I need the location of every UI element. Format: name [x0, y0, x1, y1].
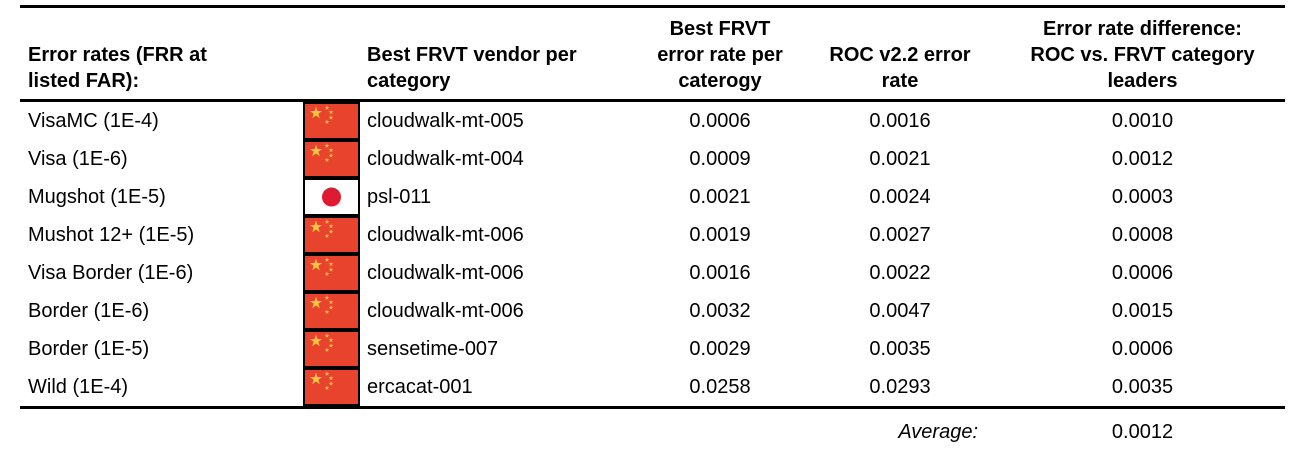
header-diff: Error rate difference: ROC vs. FRVT cate…	[1000, 16, 1285, 94]
header-line: Error rate difference:	[1043, 18, 1242, 40]
vendor-cell: cloudwalk-mt-004	[367, 147, 524, 170]
roc-rate-cell: 0.0293	[869, 375, 931, 398]
header-line: Error rates (FRR at	[28, 44, 207, 66]
vendor-cell: cloudwalk-mt-006	[367, 299, 524, 322]
china-flag-icon	[305, 370, 358, 404]
vendor-cell: ercacat-001	[367, 375, 473, 398]
frvt-rate-cell: 0.0258	[689, 375, 751, 398]
category-cell: Wild (1E-4)	[28, 375, 129, 398]
frvt-rate-cell: 0.0032	[689, 299, 751, 322]
header-roc-rate: ROC v2.2 error rate	[800, 42, 1000, 94]
flag-cell	[303, 254, 360, 292]
table-row: VisaMC (1E-4) cloudwalk-mt-005 0.0006 0.…	[20, 102, 1285, 140]
diff-cell: 0.0003	[1111, 185, 1174, 208]
table-row: Border (1E-5) sensetime-007 0.0029 0.003…	[20, 330, 1285, 368]
roc-rate-cell: 0.0022	[869, 261, 931, 284]
china-flag-icon	[305, 294, 358, 328]
diff-cell: 0.0035	[1111, 375, 1174, 398]
category-cell: Visa Border (1E-6)	[28, 261, 194, 284]
flag-cell	[303, 140, 360, 178]
header-line: ROC v2.2 error	[829, 44, 971, 66]
frvt-rate-cell: 0.0021	[689, 185, 751, 208]
frvt-rate-cell: 0.0016	[689, 261, 751, 284]
table-row: Visa Border (1E-6) cloudwalk-mt-006 0.00…	[20, 254, 1285, 292]
average-label: Average:	[898, 420, 978, 443]
error-rate-table: Error rates (FRR at listed FAR): Best FR…	[20, 5, 1285, 455]
flag-cell	[303, 368, 360, 406]
header-line: Best FRVT	[669, 18, 771, 40]
diff-cell: 0.0006	[1111, 337, 1174, 360]
flag-cell	[303, 330, 360, 368]
roc-rate-cell: 0.0024	[869, 185, 931, 208]
header-line: listed FAR):	[28, 70, 140, 92]
category-cell: Mushot 12+ (1E-5)	[28, 223, 195, 246]
average-row: Average: 0.0012	[20, 409, 1285, 455]
header-line: leaders	[1107, 70, 1178, 92]
flag-cell	[303, 292, 360, 330]
header-bottom-rule	[20, 99, 1285, 102]
table-row: Wild (1E-4) ercacat-001 0.0258 0.0293 0.…	[20, 368, 1285, 406]
header-category: Error rates (FRR at listed FAR):	[20, 42, 303, 94]
header-line: rate	[881, 70, 919, 92]
vendor-cell: sensetime-007	[367, 337, 499, 360]
china-flag-icon	[305, 256, 358, 290]
frvt-rate-cell: 0.0029	[689, 337, 751, 360]
frvt-rate-cell: 0.0009	[689, 147, 751, 170]
header-line: ROC vs. FRVT category	[1030, 44, 1255, 66]
roc-rate-cell: 0.0047	[869, 299, 931, 322]
header-line: caterogy	[678, 70, 762, 92]
vendor-cell: cloudwalk-mt-005	[367, 109, 524, 132]
flag-cell	[303, 102, 360, 140]
diff-cell: 0.0012	[1111, 147, 1174, 170]
category-cell: Border (1E-6)	[28, 299, 150, 322]
table-row: Mugshot (1E-5) psl-011 0.0021 0.0024 0.0…	[20, 178, 1285, 216]
header-line: error rate per	[657, 44, 783, 66]
flag-cell	[303, 178, 360, 216]
category-cell: Visa (1E-6)	[28, 147, 128, 170]
category-cell: Mugshot (1E-5)	[28, 185, 166, 208]
table-top-rule	[20, 5, 1285, 8]
china-flag-icon	[305, 218, 358, 252]
china-flag-icon	[305, 104, 358, 138]
vendor-cell: cloudwalk-mt-006	[367, 223, 524, 246]
header-line: Best FRVT vendor per	[367, 44, 577, 66]
diff-cell: 0.0006	[1111, 261, 1174, 284]
china-flag-icon	[305, 142, 358, 176]
diff-cell: 0.0008	[1111, 223, 1174, 246]
frvt-rate-cell: 0.0019	[689, 223, 751, 246]
table-row: Visa (1E-6) cloudwalk-mt-004 0.0009 0.00…	[20, 140, 1285, 178]
roc-rate-cell: 0.0016	[869, 109, 931, 132]
diff-cell: 0.0010	[1111, 109, 1174, 132]
vendor-cell: cloudwalk-mt-006	[367, 261, 524, 284]
category-cell: VisaMC (1E-4)	[28, 109, 159, 132]
table-row: Mushot 12+ (1E-5) cloudwalk-mt-006 0.001…	[20, 216, 1285, 254]
header-vendor: Best FRVT vendor per category	[360, 42, 640, 94]
category-cell: Border (1E-5)	[28, 337, 150, 360]
table-row: Border (1E-6) cloudwalk-mt-006 0.0032 0.…	[20, 292, 1285, 330]
diff-cell: 0.0015	[1111, 299, 1174, 322]
table-bottom-rule	[20, 406, 1285, 409]
header-line: category	[367, 70, 451, 92]
flag-cell	[303, 216, 360, 254]
table-header-row: Error rates (FRR at listed FAR): Best FR…	[20, 8, 1285, 99]
average-value: 0.0012	[1111, 420, 1174, 443]
roc-rate-cell: 0.0021	[869, 147, 931, 170]
japan-flag-icon	[305, 180, 358, 214]
roc-rate-cell: 0.0035	[869, 337, 931, 360]
header-frvt-rate: Best FRVT error rate per caterogy	[640, 16, 800, 94]
vendor-cell: psl-011	[367, 185, 432, 208]
frvt-rate-cell: 0.0006	[689, 109, 751, 132]
roc-rate-cell: 0.0027	[869, 223, 931, 246]
china-flag-icon	[305, 332, 358, 366]
